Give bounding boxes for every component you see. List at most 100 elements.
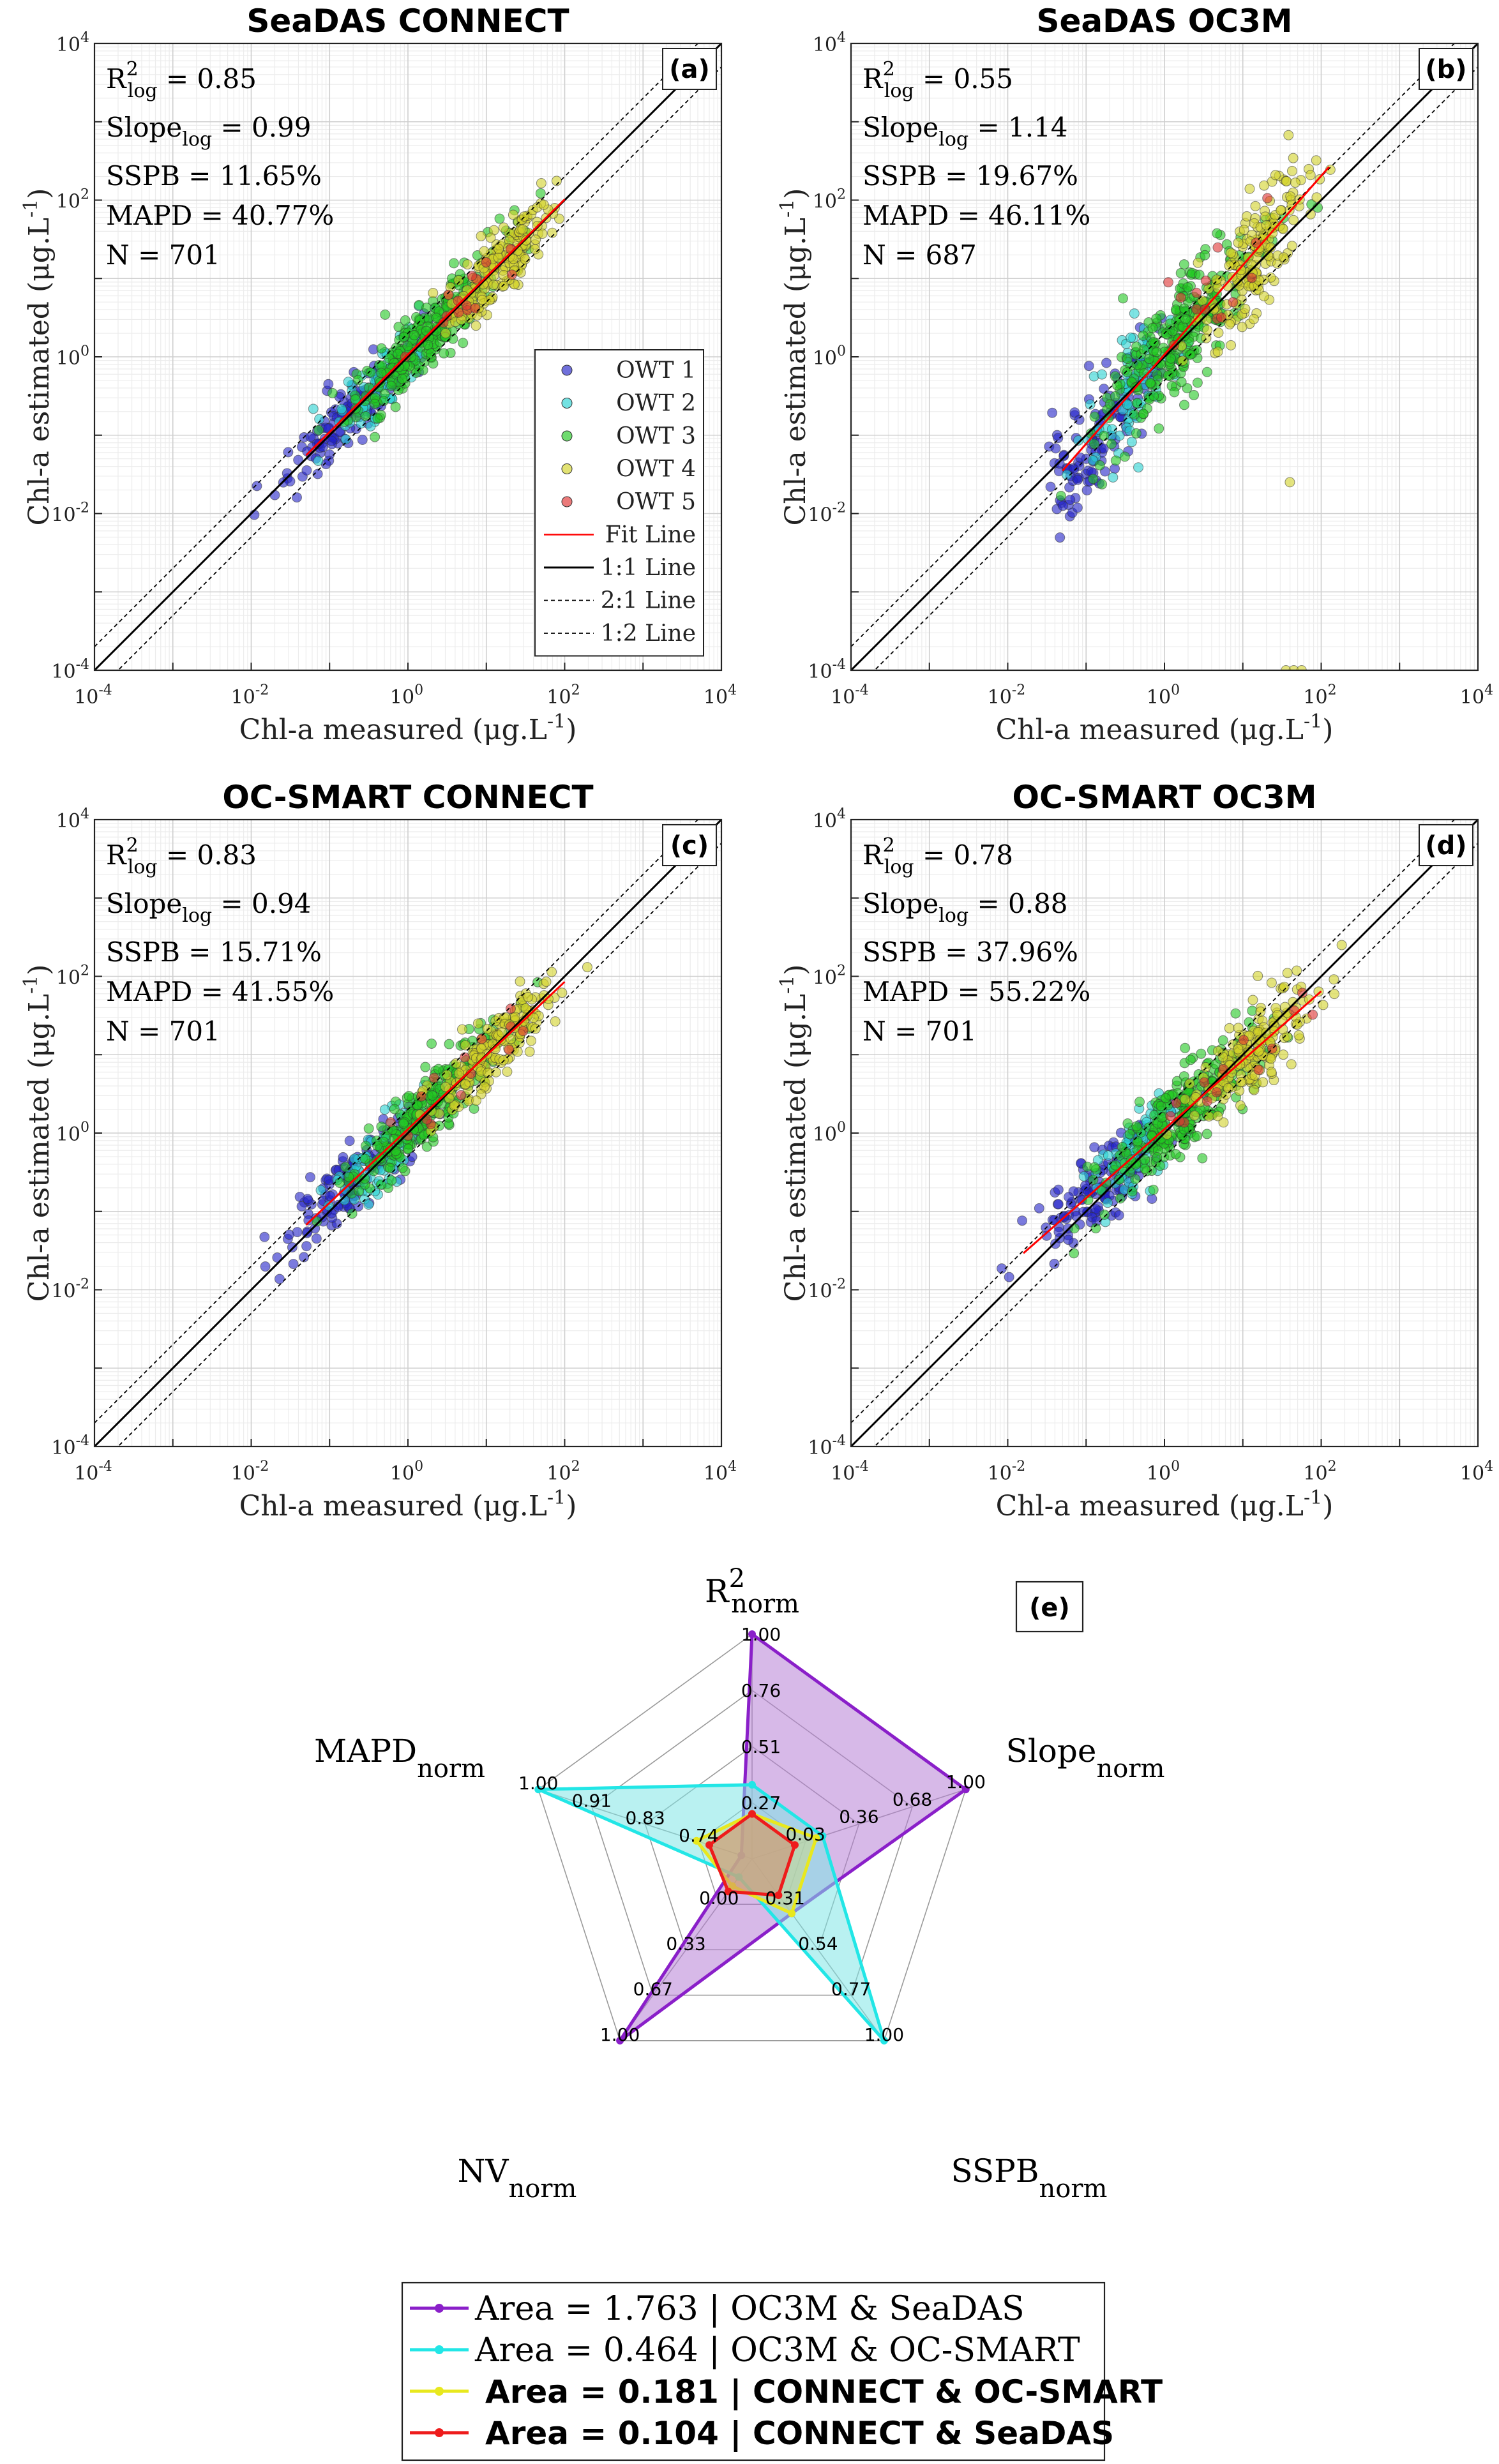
point-owt-3 (1138, 330, 1149, 341)
radar-vertex (616, 2036, 624, 2045)
point-owt-3 (375, 1153, 386, 1164)
radar-series-4 (705, 1810, 799, 1899)
point-owt-1 (1073, 474, 1083, 485)
point-owt-3 (535, 188, 546, 199)
radar-vertex (790, 1841, 799, 1849)
point-outlier (1281, 665, 1292, 670)
radar-vertex (788, 1909, 796, 1918)
point-owt-1 (1089, 1142, 1100, 1153)
radar-vertex (774, 1891, 783, 1899)
stats-block: R2 log = 0.85 Slopelog = 0.99 SSPB = 11.65%… (106, 58, 334, 271)
point-owt-1 (1041, 1230, 1052, 1241)
point-owt-1 (1050, 443, 1061, 454)
point-owt-4 (506, 1033, 516, 1044)
point-owt-5 (1212, 242, 1223, 253)
point-owt-2 (1122, 399, 1133, 410)
point-owt-4 (1213, 327, 1224, 338)
point-owt-5 (1297, 988, 1307, 998)
point-owt-3 (384, 1162, 395, 1173)
point-outlier (1284, 477, 1295, 488)
point-owt-3 (1122, 366, 1133, 377)
point-owt-5 (1262, 193, 1273, 204)
y-axis-label: Chl-a estimated (μg.L-1) (20, 188, 56, 526)
radar-legend-entry: Area = 1.763 | OC3M & SeaDAS (410, 2290, 1025, 2328)
point-owt-3 (386, 1175, 397, 1186)
point-owt-5 (443, 289, 454, 300)
point-owt-5 (1163, 277, 1173, 288)
svg-text:2:1 Line: 2:1 Line (601, 588, 696, 614)
svg-text:(b): (b) (1425, 55, 1466, 84)
point-owt-2 (1126, 332, 1136, 343)
point-owt-4 (1218, 1117, 1229, 1128)
point-owt-4 (1259, 180, 1270, 191)
point-owt-3 (433, 1063, 444, 1074)
radar-vertex (534, 1785, 543, 1794)
radar-tick-label: 1.00 (518, 1773, 558, 1794)
point-owt-3 (1097, 479, 1108, 490)
point-owt-3 (1171, 1076, 1182, 1086)
radar-axis-label: Slopenorm (1006, 1732, 1165, 1784)
point-owt-2 (336, 403, 347, 414)
point-owt-4 (1253, 970, 1263, 981)
point-owt-3 (1088, 1175, 1099, 1185)
radar-tick-label: 1.00 (741, 1624, 781, 1645)
point-owt-4 (1233, 1023, 1244, 1033)
x-tick-label: 102 (546, 1459, 580, 1485)
radar-tick-label: 0.77 (831, 1979, 871, 2000)
point-owt-4 (1283, 130, 1294, 140)
legend-entry: 1:1 Line (544, 555, 696, 581)
line-1-1 (94, 820, 721, 1446)
point-owt-1 (1065, 494, 1076, 505)
stat-r2: R2 log = 0.55 (862, 58, 1013, 102)
point-owt-3 (1124, 1129, 1135, 1139)
x-tick-label: 100 (390, 1459, 423, 1485)
point-owt-2 (1062, 469, 1073, 480)
point-owt-3 (1148, 1184, 1159, 1195)
radar-legend-entry: Area = 0.104 | CONNECT & SeaDAS (410, 2415, 1114, 2452)
point-owt-3 (1132, 359, 1143, 370)
point-owt-1 (1004, 1272, 1014, 1282)
point-owt-3 (1055, 490, 1066, 501)
point-owt-3 (1217, 1035, 1228, 1046)
point-owt-2 (1073, 435, 1084, 446)
radar-tick-label: 0.74 (679, 1825, 718, 1846)
point-owt-5 (1218, 1064, 1229, 1075)
line-2-1 (94, 43, 699, 647)
point-owt-1 (1075, 453, 1086, 463)
point-owt-3 (1197, 1153, 1208, 1164)
point-owt-2 (1087, 454, 1098, 465)
point-owt-3 (1144, 354, 1155, 364)
point-owt-1 (291, 492, 302, 503)
radar-vertex (692, 1837, 700, 1845)
point-owt-5 (386, 1116, 396, 1127)
point-owt-1 (1053, 433, 1064, 444)
radar-axis-label: SSPBnorm (951, 2152, 1108, 2204)
point-owt-1 (323, 379, 334, 389)
point-owt-4 (444, 1093, 455, 1104)
point-owt-3 (1099, 430, 1110, 441)
point-owt-5 (1171, 1098, 1182, 1109)
point-owt-4 (1278, 252, 1289, 263)
point-owt-4 (471, 1095, 482, 1106)
point-owt-3 (1132, 1136, 1143, 1147)
svg-text:OWT 1: OWT 1 (616, 357, 696, 384)
stat-n: N = 701 (106, 1016, 220, 1047)
point-owt-4 (551, 176, 562, 186)
legend-entry: OWT 5 (561, 489, 696, 515)
point-owt-3 (458, 338, 469, 349)
stat-slope: Slopelog = 0.99 (106, 112, 312, 151)
point-owt-2 (1102, 1198, 1113, 1208)
point-owt-4 (543, 993, 554, 1004)
point-owt-3 (1117, 1141, 1127, 1152)
point-owt-5 (1238, 1035, 1249, 1046)
stat-mapd: MAPD = 41.55% (106, 976, 334, 1007)
point-owt-2 (349, 1153, 360, 1164)
point-owt-4 (524, 1046, 535, 1057)
point-owt-4 (1278, 1049, 1289, 1060)
point-owt-4 (471, 320, 481, 331)
y-axis-label: Chl-a estimated (μg.L-1) (20, 965, 56, 1302)
x-axis-label: Chl-a measured (μg.L-1) (239, 1487, 577, 1522)
radar-tick-label: 0.31 (765, 1888, 805, 1909)
point-outlier (1296, 665, 1307, 670)
